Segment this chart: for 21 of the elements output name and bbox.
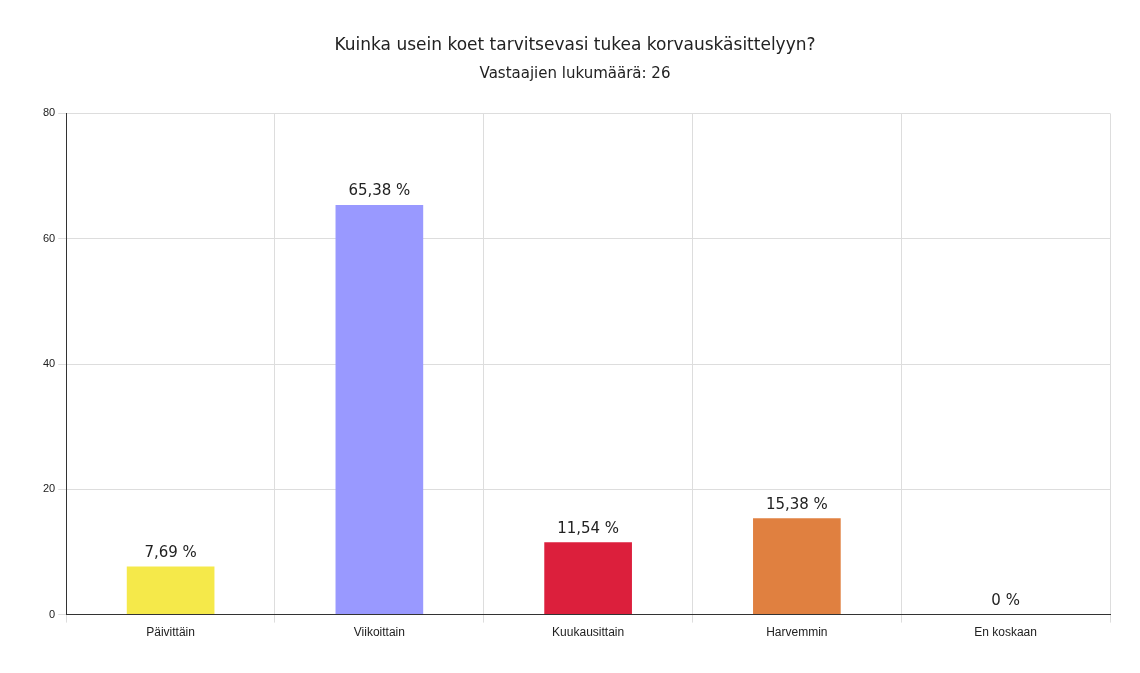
bar	[544, 542, 632, 615]
y-tick-label: 20	[42, 482, 56, 495]
x-tick-label: Viikoittain	[353, 625, 405, 640]
data-label: 65,38 %	[348, 181, 411, 200]
data-label: 15,38 %	[765, 494, 828, 513]
x-tick-label: Harvemmin	[766, 625, 828, 640]
y-tick-label: 40	[42, 357, 56, 370]
bar	[126, 566, 215, 615]
y-tick-label: 0	[49, 607, 56, 620]
bar	[753, 518, 841, 615]
x-tick-label: Kuukausittain	[552, 625, 625, 640]
data-label: 7,69 %	[144, 542, 197, 561]
x-tick-label: Päivittäin	[146, 625, 195, 640]
bar	[335, 204, 424, 615]
y-tick-label: 60	[42, 231, 56, 244]
x-tick-label: En koskaan	[974, 625, 1037, 640]
data-label: 11,54 %	[557, 518, 620, 537]
data-label: 0 %	[991, 590, 1020, 609]
chart-title: Kuinka usein koet tarvitsevasi tukea korvauskäsittelyyn?	[334, 33, 816, 54]
y-tick-label: 80	[42, 106, 56, 119]
chart-subtitle: Vastaajien lukumäärä: 26	[479, 64, 671, 83]
